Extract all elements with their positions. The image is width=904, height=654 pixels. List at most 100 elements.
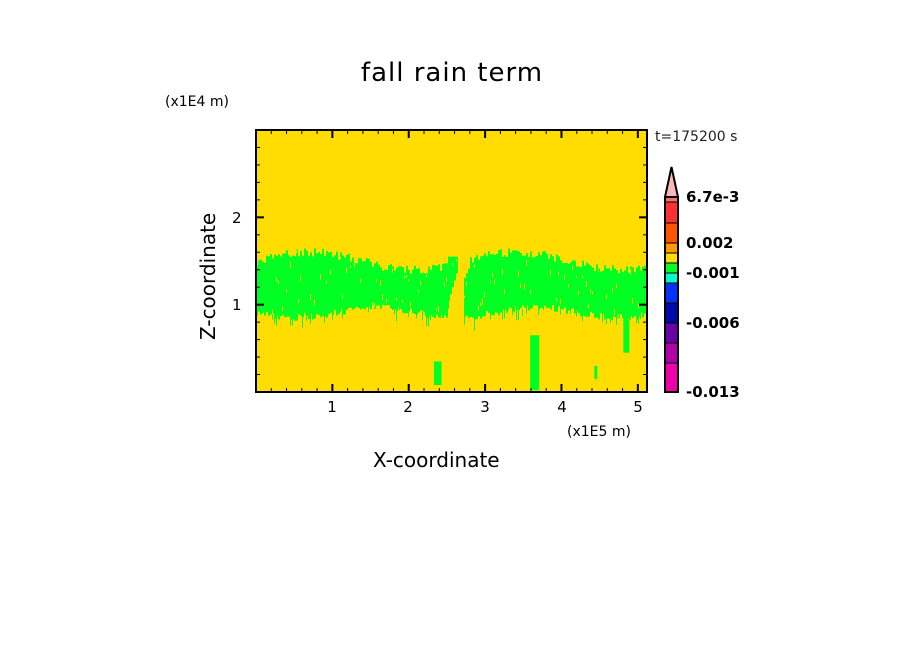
green-streak <box>306 314 307 321</box>
green-region <box>320 254 322 318</box>
green-region <box>400 266 402 309</box>
y-tick-label: 2 <box>232 209 242 227</box>
green-streak <box>490 313 491 320</box>
green-streak <box>526 304 527 314</box>
yellow-gap <box>386 298 387 303</box>
yellow-gap <box>360 279 361 284</box>
green-region <box>544 251 546 306</box>
yellow-gap <box>286 289 287 293</box>
green-streak <box>516 308 517 321</box>
green-streak <box>448 299 449 309</box>
green-region <box>584 265 586 317</box>
green-region <box>336 251 338 316</box>
yellow-gap <box>436 308 437 311</box>
green-region <box>414 265 416 315</box>
green-region <box>322 248 324 317</box>
yellow-gap <box>376 279 377 282</box>
colorbar-segment <box>664 201 679 224</box>
yellow-gap <box>526 259 527 266</box>
yellow-gap <box>298 299 299 304</box>
y-tick-label: 1 <box>232 296 242 314</box>
green-streak <box>292 317 293 326</box>
green-region <box>498 250 500 316</box>
yellow-gap <box>464 295 465 298</box>
green-region <box>466 273 468 316</box>
green-region <box>622 271 624 319</box>
green-region <box>560 260 562 309</box>
green-region <box>386 269 388 306</box>
green-region <box>356 263 358 307</box>
green-plume <box>433 361 442 386</box>
green-region <box>396 267 398 312</box>
yellow-gap <box>616 283 617 289</box>
green-streak <box>272 312 273 320</box>
yellow-gap <box>530 290 531 295</box>
yellow-gap <box>564 275 565 280</box>
green-streak <box>640 311 641 320</box>
y-axis-unit: (x1E4 m) <box>165 94 229 110</box>
green-streak <box>616 315 617 325</box>
green-region <box>302 255 304 318</box>
green-streak <box>342 313 343 319</box>
green-region <box>428 266 430 317</box>
yellow-gap <box>452 263 453 266</box>
yellow-gap <box>482 298 483 305</box>
yellow-gap <box>556 297 557 302</box>
green-streak <box>274 317 275 324</box>
green-region <box>586 262 588 318</box>
green-plume <box>594 365 598 379</box>
yellow-gap <box>520 283 521 288</box>
green-region <box>448 256 450 301</box>
green-region <box>420 273 422 311</box>
green-streak <box>474 318 475 331</box>
yellow-gap <box>480 302 481 307</box>
green-region <box>278 254 280 320</box>
green-region <box>536 255 538 306</box>
green-region <box>506 256 508 313</box>
yellow-gap <box>494 279 495 284</box>
yellow-gap <box>504 289 505 295</box>
chart-title: fall rain term <box>360 58 544 88</box>
colorbar-label: -0.006 <box>686 314 740 332</box>
colorbar-segment <box>664 222 679 244</box>
green-region <box>546 253 548 309</box>
yellow-gap <box>618 314 619 318</box>
green-region <box>610 270 612 321</box>
green-streak <box>606 317 607 325</box>
yellow-gap <box>404 275 405 279</box>
yellow-gap <box>314 299 315 305</box>
green-region <box>368 258 370 307</box>
green-region <box>326 251 328 318</box>
green-streak <box>518 309 519 321</box>
green-streak <box>610 319 611 324</box>
green-streak <box>332 313 333 320</box>
green-region <box>624 270 626 321</box>
green-region <box>260 259 262 315</box>
green-streak <box>514 305 515 313</box>
yellow-gap <box>418 290 419 293</box>
yellow-gap <box>484 292 485 298</box>
green-region <box>542 251 544 310</box>
green-streak <box>416 313 417 319</box>
yellow-gap <box>444 283 445 288</box>
yellow-gap <box>638 303 639 309</box>
yellow-gap <box>588 304 589 308</box>
green-region <box>290 256 292 320</box>
green-region <box>380 267 382 309</box>
x-axis-unit: (x1E5 m) <box>567 424 631 440</box>
green-region <box>304 248 306 315</box>
green-region <box>564 262 566 308</box>
green-region <box>614 268 616 318</box>
yellow-gap <box>632 298 633 304</box>
green-streak <box>428 315 429 327</box>
colorbar-segment <box>664 262 679 274</box>
green-region <box>602 270 604 314</box>
yellow-gap <box>290 261 291 268</box>
green-region <box>582 260 584 316</box>
green-region <box>366 258 368 308</box>
green-region <box>496 253 498 313</box>
green-region <box>502 257 504 310</box>
green-region <box>554 261 556 312</box>
green-plume <box>623 309 630 353</box>
green-streak <box>426 316 427 327</box>
